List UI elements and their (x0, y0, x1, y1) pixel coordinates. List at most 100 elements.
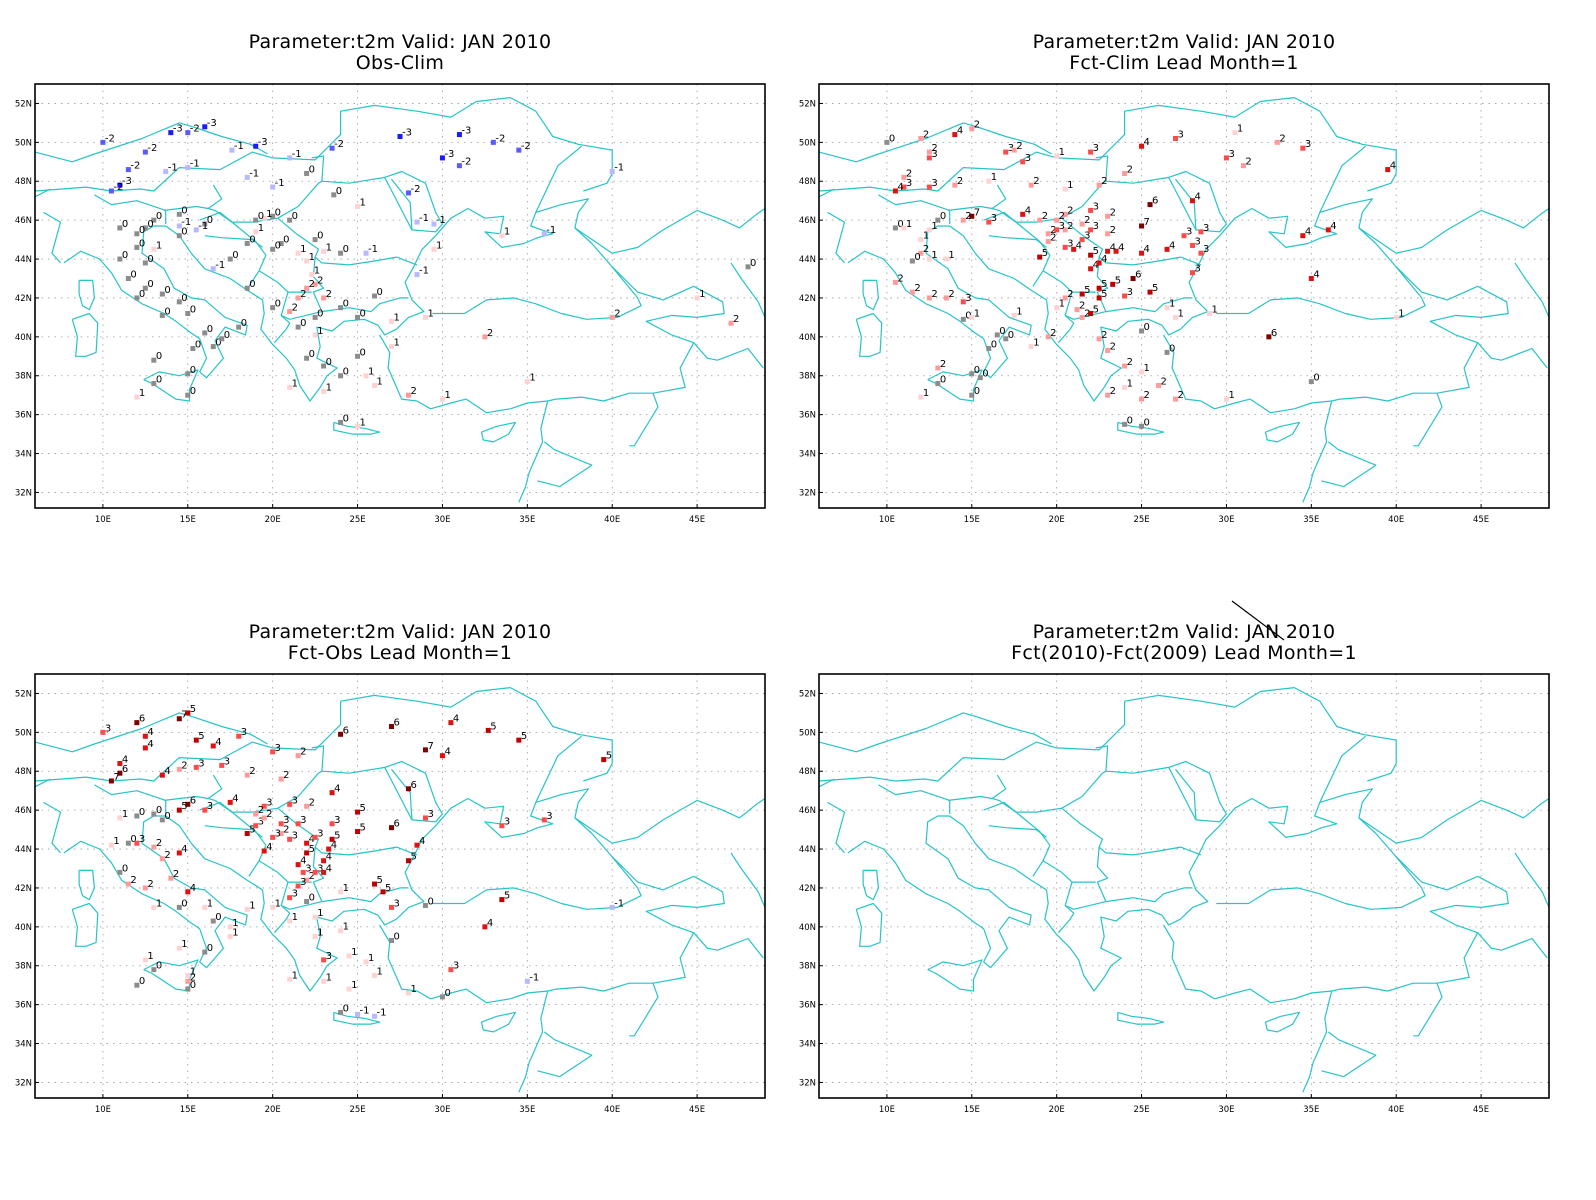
station-value-label: 1 (314, 266, 320, 277)
station-value-label: 2 (487, 328, 493, 339)
station-value-label: 1 (266, 209, 272, 220)
station-marker (176, 233, 182, 239)
station-marker (134, 295, 140, 301)
station-value-label: 0 (156, 375, 162, 386)
x-tick-label: 20E (1049, 1105, 1065, 1115)
station-marker (1189, 198, 1195, 204)
station-marker (1096, 182, 1102, 188)
station-marker (1110, 281, 1116, 287)
station-value-label: 0 (181, 205, 187, 216)
coastline-segment (818, 97, 1397, 192)
y-tick-label: 34N (799, 1040, 816, 1050)
station-value-label: -1 (360, 1005, 370, 1016)
station-value-label: 3 (1203, 223, 1209, 234)
station-marker (397, 134, 403, 140)
station-value-label: 1 (156, 898, 162, 909)
station-marker (338, 373, 344, 379)
station-marker (490, 139, 496, 145)
station-marker (304, 840, 310, 846)
station-marker (1011, 147, 1017, 153)
x-tick-label: 30E (1218, 1105, 1234, 1115)
station-marker (321, 295, 327, 301)
station-marker (892, 225, 898, 231)
station-value-label: 0 (974, 386, 980, 397)
station-value-label: 5 (1042, 248, 1048, 259)
y-tick-label: 32N (15, 488, 32, 498)
station-value-label: 4 (326, 852, 332, 863)
station-value-label: 4 (1076, 240, 1082, 251)
station-marker (304, 877, 310, 883)
y-tick-label: 46N (799, 216, 816, 226)
station-marker (287, 384, 293, 390)
station-marker (1139, 423, 1145, 429)
station-marker (134, 840, 140, 846)
y-tick-label: 48N (15, 177, 32, 187)
station-marker (329, 790, 335, 796)
coastline-segment (63, 815, 248, 969)
station-value-label: 3 (292, 795, 298, 806)
map-frame (34, 83, 766, 509)
station-marker (229, 147, 235, 153)
x-tick-label: 35E (1303, 515, 1319, 525)
station-value-label: 0 (139, 807, 145, 818)
station-marker (134, 982, 140, 988)
station-marker (918, 237, 924, 243)
station-value-label: -2 (105, 133, 115, 144)
station-value-label: 4 (957, 126, 963, 137)
station-value-label: -3 (461, 126, 471, 137)
station-marker (1266, 334, 1272, 340)
station-value-label: 3 (931, 178, 937, 189)
station-value-label: 1 (139, 388, 145, 399)
station-value-label: 0 (215, 912, 221, 923)
station-marker (176, 850, 182, 856)
station-value-label: 2 (1042, 211, 1048, 222)
station-marker (142, 149, 148, 155)
station-marker (431, 246, 437, 252)
station-marker (117, 225, 123, 231)
station-value-label: 1 (1169, 299, 1175, 310)
station-marker (1139, 328, 1145, 334)
station-value-label: 5 (334, 830, 340, 841)
station-marker (355, 423, 361, 429)
station-value-label: 0 (130, 269, 136, 280)
coastline-segment (277, 217, 418, 266)
station-value-label: 4 (444, 747, 450, 758)
station-marker (321, 388, 327, 394)
station-value-label: 1 (122, 809, 128, 820)
coastline-segment (1096, 847, 1193, 903)
station-marker (541, 817, 547, 823)
coastline-segment (480, 421, 516, 443)
y-tick-label: 36N (799, 411, 816, 421)
coastline-segment (333, 1011, 381, 1025)
station-marker (1020, 159, 1026, 165)
station-marker (1096, 260, 1102, 266)
coastline-segment (947, 795, 993, 801)
station-marker (986, 346, 992, 352)
station-value-label: 3 (224, 756, 230, 767)
y-tick-label: 32N (799, 488, 816, 498)
coastline-segment (165, 788, 642, 992)
station-value-label: 2 (1144, 390, 1150, 401)
station-value-label: 6 (1271, 328, 1277, 339)
station-marker (244, 285, 250, 291)
coastline-segment (277, 807, 418, 856)
station-value-label: 0 (249, 279, 255, 290)
station-marker (193, 737, 199, 743)
station-marker (185, 972, 191, 978)
station-marker (185, 710, 191, 716)
station-marker (499, 823, 505, 829)
station-marker (117, 256, 123, 262)
station-marker (295, 821, 301, 827)
station-marker (253, 143, 259, 149)
station-value-label: 2 (300, 747, 306, 758)
x-tick-label: 20E (265, 1105, 281, 1115)
station-marker (117, 869, 123, 875)
coastline-segment (43, 801, 62, 854)
station-value-label: 1 (1033, 338, 1039, 349)
station-value-label: 0 (190, 386, 196, 397)
station-marker (108, 778, 114, 784)
station-marker (1020, 211, 1026, 217)
station-value-label: 0 (940, 375, 946, 386)
station-value-label: 5 (521, 731, 527, 742)
station-value-label: 2 (974, 120, 980, 131)
